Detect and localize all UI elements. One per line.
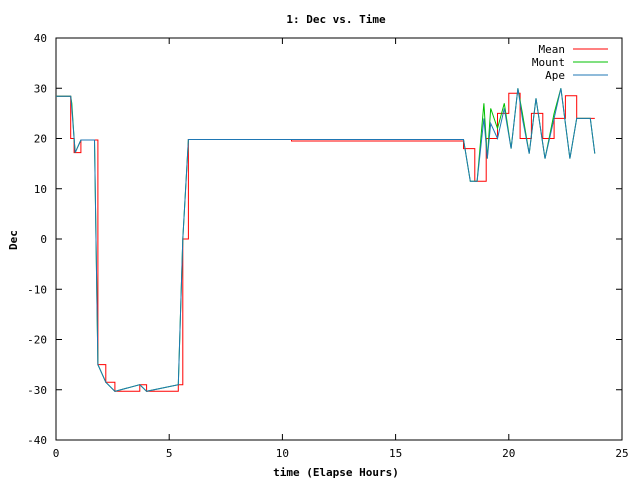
y-tick-label: -20 (27, 334, 47, 347)
y-axis-label: Dec (7, 230, 20, 250)
x-tick-label: 15 (389, 447, 402, 460)
x-tick-label: 20 (502, 447, 515, 460)
chart-title: 1: Dec vs. Time (286, 13, 386, 26)
legend-label-ape: Ape (545, 69, 565, 82)
y-tick-label: 40 (34, 32, 47, 45)
legend-label-mean: Mean (539, 43, 566, 56)
x-tick-label: 25 (615, 447, 628, 460)
legend-label-mount: Mount (532, 56, 565, 69)
plot-border (55, 37, 623, 441)
series-line-mount (56, 88, 596, 392)
y-tick-label: -10 (27, 283, 47, 296)
y-tick-label: 10 (34, 183, 47, 196)
x-tick-label: 5 (166, 447, 173, 460)
x-axis-ticks: 0 5 10 15 20 25 (53, 38, 629, 460)
y-axis-ticks: -40 -30 -20 -10 0 10 20 30 40 (27, 32, 622, 447)
series-lines (56, 88, 596, 392)
x-tick-label: 0 (53, 447, 60, 460)
y-tick-label: 0 (40, 233, 47, 246)
plot-frame (55, 37, 623, 441)
y-tick-label: 30 (34, 82, 47, 95)
y-tick-label: -30 (27, 384, 47, 397)
series-line-mean (56, 92, 595, 392)
y-tick-label: -40 (27, 434, 47, 447)
x-tick-label: 10 (276, 447, 289, 460)
y-tick-label: 20 (34, 133, 47, 146)
series-line-ape (56, 88, 596, 392)
x-axis-label: time (Elapse Hours) (273, 466, 399, 479)
